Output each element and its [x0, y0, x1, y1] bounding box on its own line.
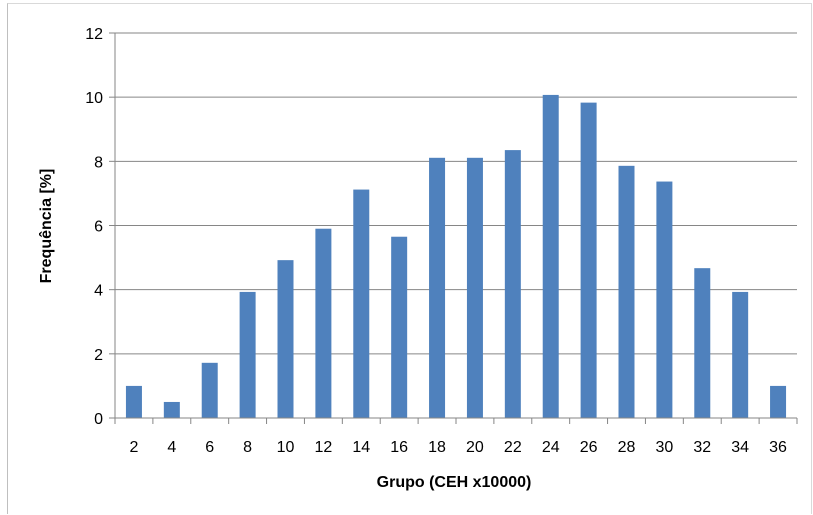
y-tick-label: 2: [94, 347, 103, 364]
x-tick-label: 2: [129, 439, 138, 456]
x-tick-label: 6: [205, 439, 214, 456]
bar: [694, 268, 711, 418]
bar: [466, 157, 483, 418]
bar: [429, 157, 446, 418]
y-tick-label: 12: [85, 26, 103, 43]
bar: [618, 165, 635, 418]
y-tick-label: 0: [94, 411, 103, 428]
x-tick-label: 18: [428, 439, 446, 456]
x-tick-label: 4: [167, 439, 176, 456]
x-tick-label: 14: [352, 439, 370, 456]
bar: [239, 291, 256, 418]
bar: [542, 94, 559, 418]
bar: [732, 291, 749, 418]
bar: [353, 189, 370, 418]
x-tick-label: 26: [580, 439, 598, 456]
x-tick-label: 24: [542, 439, 560, 456]
x-tick-label: 8: [243, 439, 252, 456]
bars: [125, 94, 787, 418]
x-tick-label: 10: [277, 439, 295, 456]
x-tick-label: 22: [504, 439, 522, 456]
y-axis-ticks: 0 2 4 6 8 10 12: [85, 26, 115, 428]
y-tick-label: 6: [94, 219, 103, 236]
bar: [391, 236, 408, 418]
bar: [580, 102, 597, 418]
bar: [315, 228, 332, 418]
bar: [125, 385, 142, 418]
y-tick-label: 4: [94, 283, 103, 300]
y-tick-label: 10: [85, 90, 103, 107]
bar: [656, 181, 673, 418]
bar: [770, 385, 787, 418]
x-axis-title: Grupo (CEH x10000): [377, 474, 532, 491]
x-tick-label: 20: [466, 439, 484, 456]
x-tick-label: 36: [769, 439, 787, 456]
bar: [163, 401, 180, 418]
x-axis-ticks: 2 4 6 8 10 12 14 16 18 20 22 24 26 28 30 32 34 36: [114, 418, 798, 456]
x-tick-label: 32: [693, 439, 711, 456]
y-axis-title: Frequência [%]: [38, 169, 55, 284]
x-tick-label: 34: [731, 439, 749, 456]
chart-frame: [7, 3, 812, 514]
x-tick-label: 30: [655, 439, 673, 456]
bar: [504, 150, 521, 418]
gridlines: [115, 32, 797, 355]
x-tick-label: 12: [314, 439, 332, 456]
x-tick-label: 16: [390, 439, 408, 456]
bar: [201, 362, 218, 418]
y-tick-label: 8: [94, 154, 103, 171]
x-tick-label: 28: [618, 439, 636, 456]
bar: [277, 260, 294, 418]
